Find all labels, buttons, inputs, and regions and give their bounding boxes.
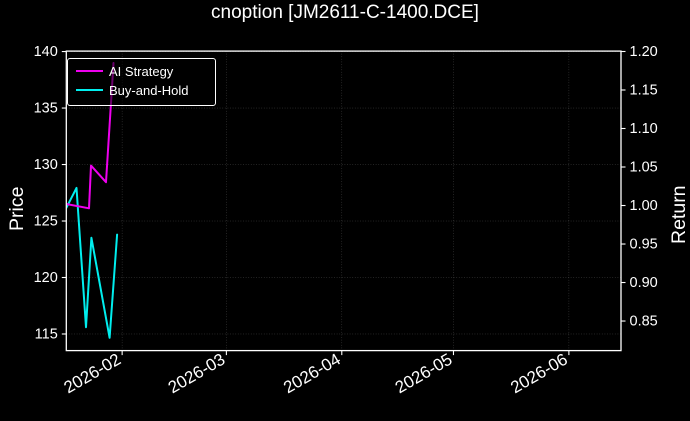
svg-text:0.95: 0.95 xyxy=(630,237,658,253)
svg-text:1.20: 1.20 xyxy=(630,44,658,60)
svg-text:2026-05: 2026-05 xyxy=(392,350,456,398)
svg-text:2026-02: 2026-02 xyxy=(61,350,125,398)
svg-text:115: 115 xyxy=(35,326,58,342)
svg-text:1.10: 1.10 xyxy=(630,121,658,137)
svg-text:2026-06: 2026-06 xyxy=(507,350,571,398)
svg-text:140: 140 xyxy=(34,44,58,60)
svg-text:2026-04: 2026-04 xyxy=(280,350,344,398)
svg-text:0.90: 0.90 xyxy=(630,275,658,291)
svg-text:130: 130 xyxy=(34,157,58,173)
svg-text:1.05: 1.05 xyxy=(630,160,658,176)
svg-text:120: 120 xyxy=(34,270,58,286)
svg-text:135: 135 xyxy=(34,101,58,117)
svg-text:125: 125 xyxy=(34,214,58,230)
svg-text:0.85: 0.85 xyxy=(630,314,658,330)
svg-text:2026-03: 2026-03 xyxy=(165,350,229,398)
svg-text:1.15: 1.15 xyxy=(630,82,658,98)
svg-text:1.00: 1.00 xyxy=(630,198,658,214)
